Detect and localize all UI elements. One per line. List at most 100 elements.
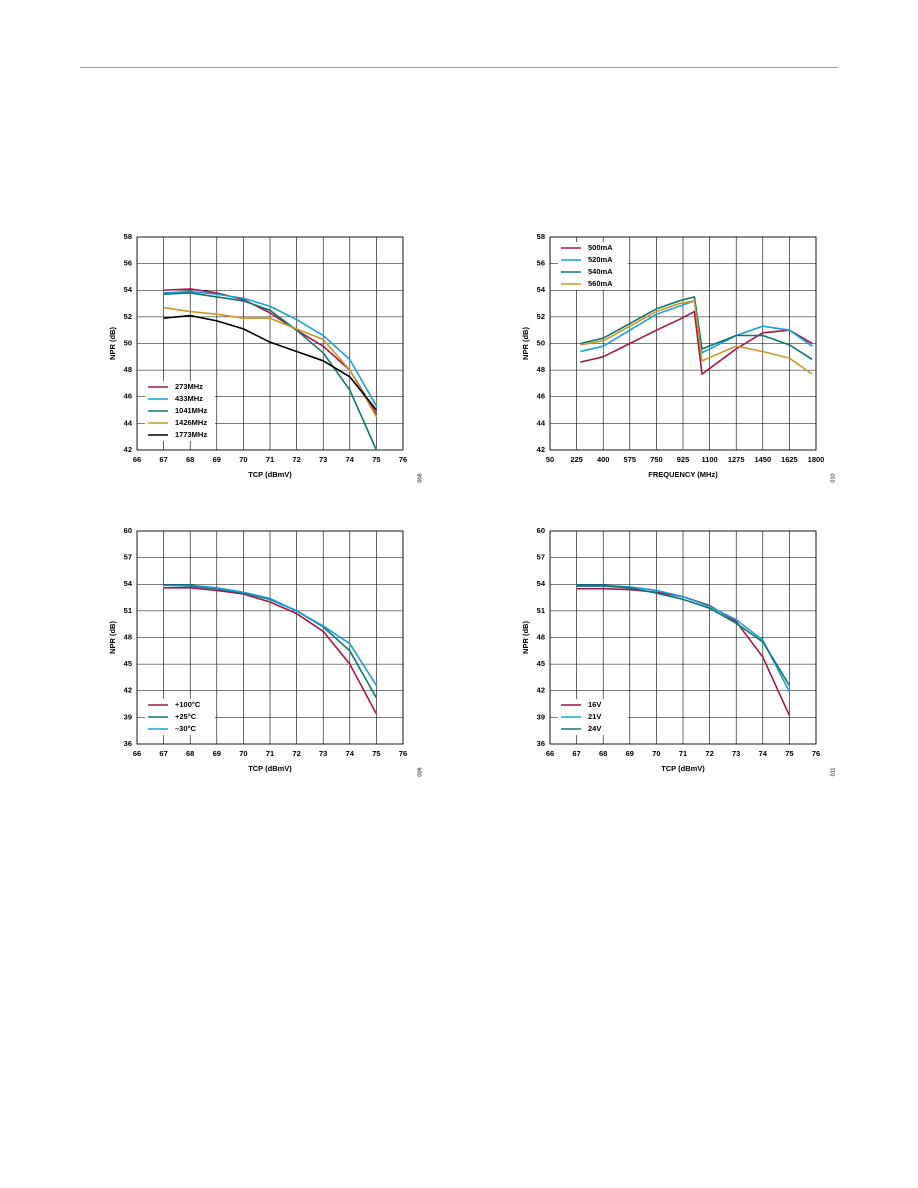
figure-number: 009 bbox=[417, 767, 423, 776]
legend-label: 24V bbox=[588, 724, 601, 733]
x-tick-label: 72 bbox=[292, 749, 300, 758]
y-tick-label: 52 bbox=[537, 312, 545, 321]
y-tick-label: 42 bbox=[537, 445, 545, 454]
y-tick-label: 39 bbox=[124, 712, 132, 721]
x-tick-label: 1450 bbox=[754, 455, 771, 464]
x-tick-label: 73 bbox=[319, 455, 327, 464]
y-tick-label: 60 bbox=[537, 526, 545, 535]
x-tick-label: 68 bbox=[599, 749, 607, 758]
data-line bbox=[580, 310, 813, 375]
legend-label: 1773MHz bbox=[175, 430, 207, 439]
x-tick-label: 750 bbox=[650, 455, 663, 464]
y-tick-label: 46 bbox=[537, 392, 545, 401]
x-tick-label: 925 bbox=[677, 455, 690, 464]
y-tick-label: 45 bbox=[537, 659, 545, 668]
y-axis-label: NPR (dB) bbox=[108, 621, 117, 654]
x-tick-label: 73 bbox=[319, 749, 327, 758]
legend-label: 520mA bbox=[588, 255, 613, 264]
data-line bbox=[163, 292, 378, 451]
x-axis-label: FREQUENCY (MHz) bbox=[648, 470, 718, 479]
y-tick-label: 54 bbox=[537, 579, 546, 588]
y-tick-label: 51 bbox=[124, 606, 132, 615]
y-tick-label: 54 bbox=[537, 285, 546, 294]
legend-label: 1426MHz bbox=[175, 418, 207, 427]
data-line bbox=[163, 584, 378, 699]
legend-label: 560mA bbox=[588, 279, 613, 288]
x-tick-label: 575 bbox=[624, 455, 637, 464]
x-tick-label: 67 bbox=[159, 749, 167, 758]
header-rule bbox=[80, 67, 838, 68]
y-tick-label: 48 bbox=[537, 365, 545, 374]
y-tick-label: 46 bbox=[124, 392, 132, 401]
y-tick-label: 36 bbox=[124, 739, 132, 748]
legend-label: 433MHz bbox=[175, 394, 203, 403]
x-tick-label: 1275 bbox=[728, 455, 745, 464]
chart: 36 39 42 45 48 51 54 57 60 66 67 68 69 70 71 72 73 74 75 76… bbox=[521, 526, 836, 777]
x-tick-label: 66 bbox=[133, 749, 141, 758]
y-tick-label: 45 bbox=[124, 659, 132, 668]
y-tick-label: 50 bbox=[537, 338, 545, 347]
x-tick-label: 71 bbox=[266, 749, 274, 758]
x-tick-label: 69 bbox=[213, 749, 221, 758]
y-tick-label: 56 bbox=[537, 259, 545, 268]
figure-number: 011 bbox=[830, 768, 836, 777]
figure-number: 008 bbox=[417, 473, 423, 482]
y-tick-label: 57 bbox=[124, 553, 132, 562]
x-tick-label: 69 bbox=[213, 455, 221, 464]
data-line bbox=[580, 296, 813, 361]
x-tick-label: 71 bbox=[266, 455, 274, 464]
y-tick-label: 58 bbox=[124, 232, 132, 241]
legend-label: 500mA bbox=[588, 243, 613, 252]
data-line bbox=[163, 288, 378, 415]
x-tick-label: 50 bbox=[546, 455, 554, 464]
legend-label: 1041MHz bbox=[175, 406, 207, 415]
x-tick-label: 76 bbox=[399, 455, 407, 464]
y-tick-label: 42 bbox=[537, 686, 545, 695]
x-axis-label: TCP (dBmV) bbox=[248, 470, 292, 479]
x-tick-label: 66 bbox=[133, 455, 141, 464]
y-tick-label: 48 bbox=[124, 632, 132, 641]
y-tick-label: 50 bbox=[124, 338, 132, 347]
x-tick-label: 75 bbox=[785, 749, 793, 758]
y-tick-label: 48 bbox=[537, 632, 545, 641]
y-tick-label: 58 bbox=[537, 232, 545, 241]
x-tick-label: 76 bbox=[399, 749, 407, 758]
data-line bbox=[580, 300, 813, 375]
y-tick-label: 57 bbox=[537, 553, 545, 562]
legend-label: 273MHz bbox=[175, 382, 203, 391]
x-axis-label: TCP (dBmV) bbox=[248, 764, 292, 773]
x-tick-label: 69 bbox=[626, 749, 634, 758]
legend-label: +100°C bbox=[175, 700, 201, 709]
x-tick-label: 68 bbox=[186, 749, 194, 758]
y-axis-label: NPR (dB) bbox=[108, 327, 117, 360]
y-tick-label: 39 bbox=[537, 712, 545, 721]
x-tick-label: 67 bbox=[159, 455, 167, 464]
x-tick-label: 70 bbox=[239, 749, 247, 758]
y-tick-label: 54 bbox=[124, 579, 133, 588]
data-line bbox=[576, 585, 791, 686]
x-tick-label: 1100 bbox=[701, 455, 717, 464]
y-axis-label: NPR (dB) bbox=[521, 621, 530, 654]
x-tick-label: 225 bbox=[570, 455, 583, 464]
x-tick-label: 72 bbox=[705, 749, 713, 758]
y-tick-label: 52 bbox=[124, 312, 132, 321]
x-tick-label: 73 bbox=[732, 749, 740, 758]
x-tick-label: 400 bbox=[597, 455, 610, 464]
legend-label: +25°C bbox=[175, 712, 197, 721]
y-tick-label: 42 bbox=[124, 686, 132, 695]
chart: 36 39 42 45 48 51 54 57 60 66 67 68 69 70 71 72 73 74 75 76… bbox=[108, 526, 423, 777]
x-tick-label: 74 bbox=[346, 455, 355, 464]
x-tick-label: 71 bbox=[679, 749, 687, 758]
legend-label: 540mA bbox=[588, 267, 613, 276]
chart: 42 44 46 48 50 52 54 56 58 50 225 400 575 750 925 1100 1… bbox=[521, 232, 836, 483]
data-line bbox=[576, 584, 791, 693]
x-tick-label: 74 bbox=[759, 749, 768, 758]
x-tick-label: 1625 bbox=[781, 455, 798, 464]
y-tick-label: 36 bbox=[537, 739, 545, 748]
y-tick-label: 56 bbox=[124, 259, 132, 268]
legend-box bbox=[558, 242, 628, 290]
x-tick-label: 68 bbox=[186, 455, 194, 464]
x-tick-label: 75 bbox=[372, 455, 380, 464]
legend-label: 16V bbox=[588, 700, 601, 709]
